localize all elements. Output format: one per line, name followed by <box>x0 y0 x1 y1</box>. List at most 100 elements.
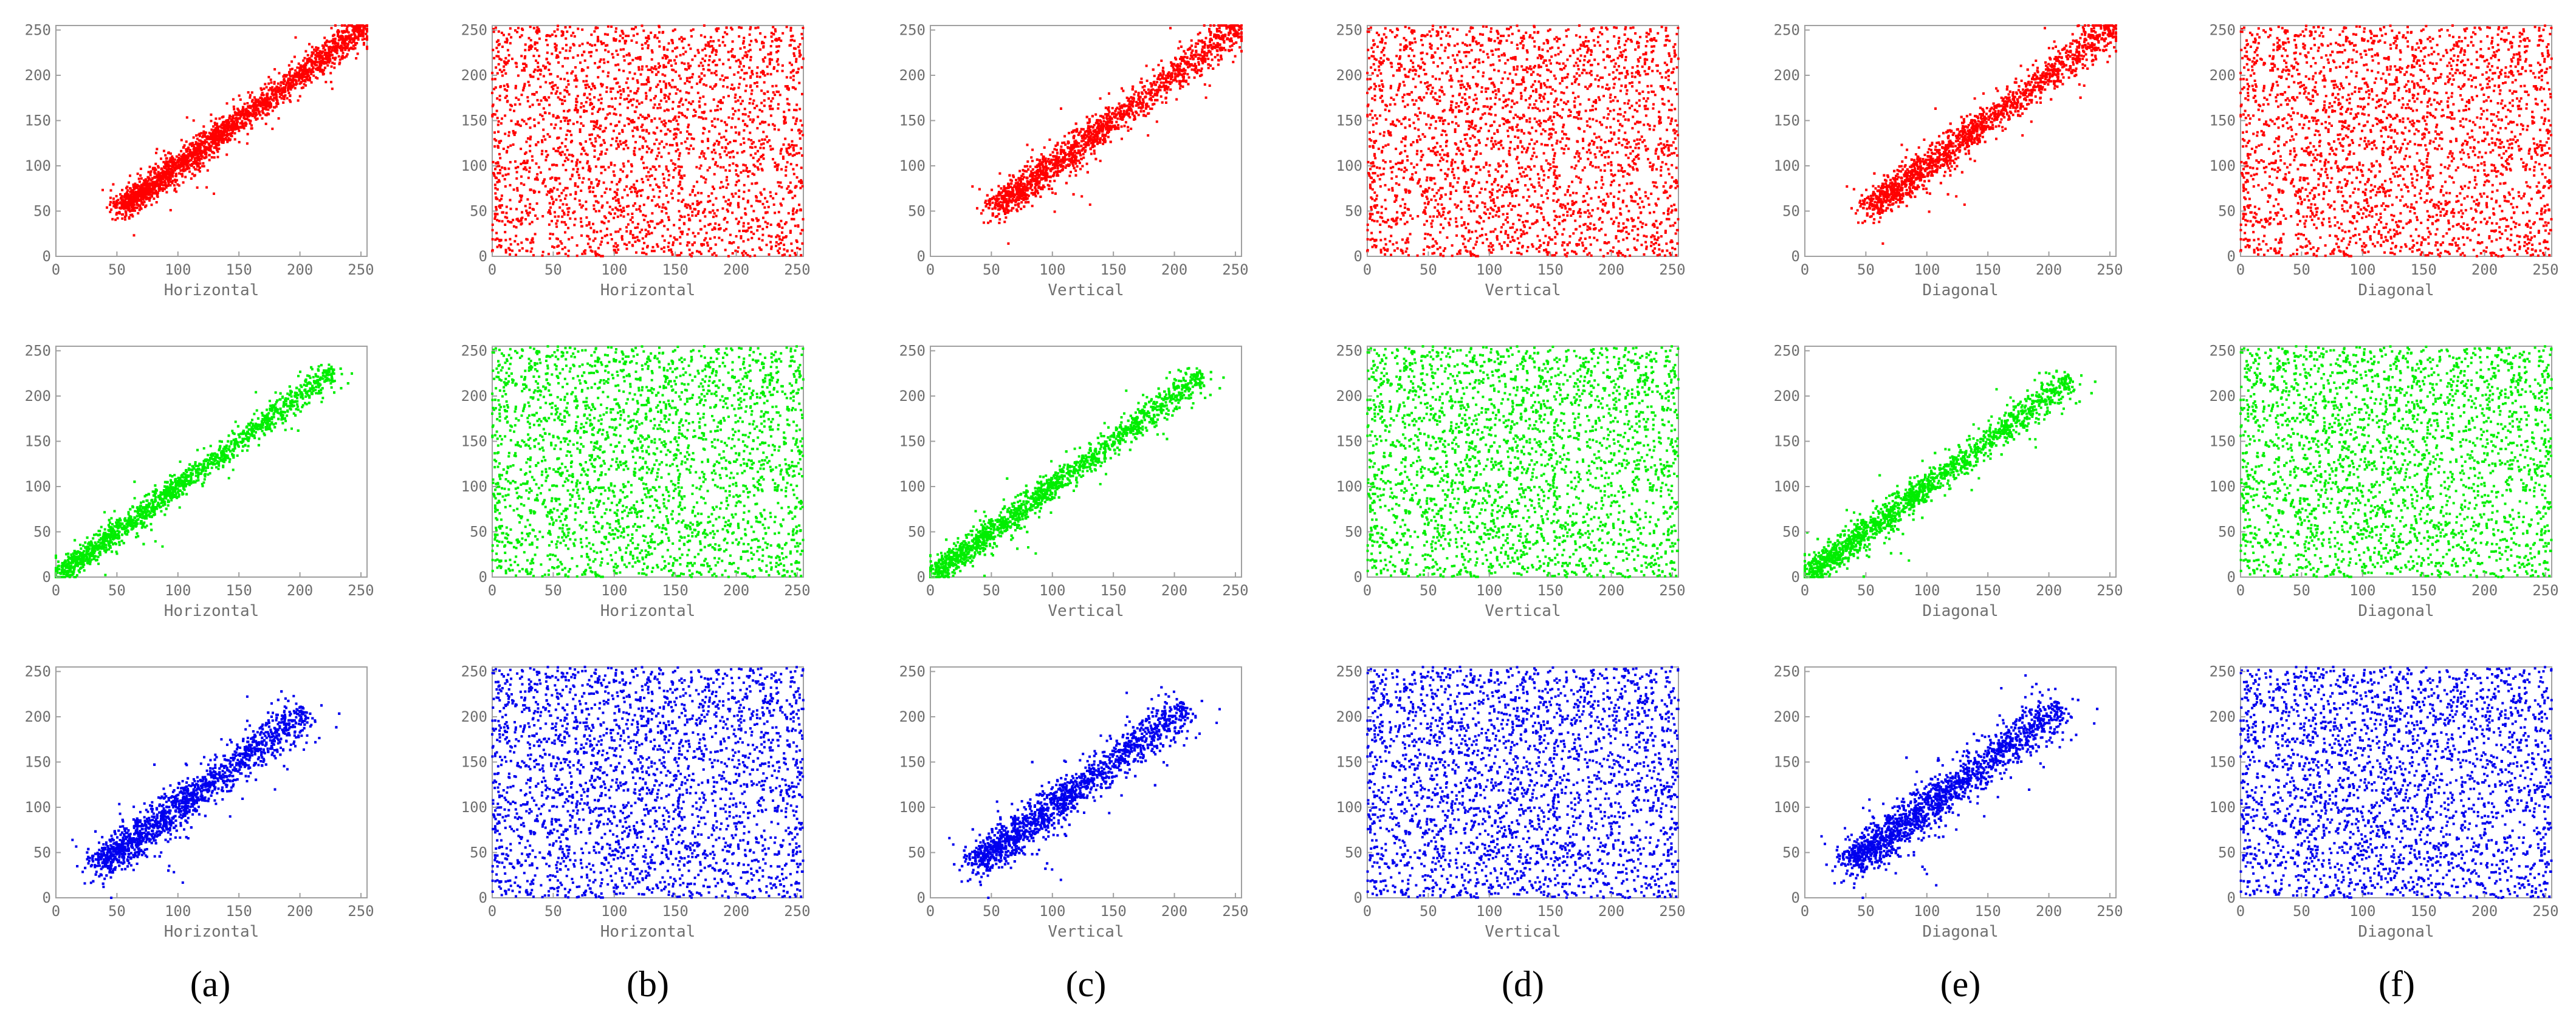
point <box>496 213 499 216</box>
point <box>222 131 225 134</box>
point <box>342 36 345 39</box>
point <box>629 219 632 221</box>
point <box>551 219 553 222</box>
point <box>596 35 599 38</box>
point <box>687 126 690 129</box>
point <box>761 153 764 156</box>
point <box>659 190 662 193</box>
point <box>702 132 705 135</box>
point <box>630 191 633 193</box>
point <box>633 126 636 129</box>
point <box>647 230 650 233</box>
point <box>289 68 292 71</box>
point <box>686 233 689 236</box>
point <box>725 228 728 231</box>
point <box>301 74 304 77</box>
point <box>174 180 177 183</box>
point <box>237 114 240 116</box>
point <box>585 224 588 227</box>
point <box>310 60 313 63</box>
point <box>629 90 632 93</box>
point <box>526 96 529 99</box>
point <box>605 86 608 89</box>
point <box>124 210 127 213</box>
point <box>616 188 619 191</box>
point <box>775 163 778 166</box>
point <box>136 203 139 206</box>
point <box>282 75 285 78</box>
point <box>141 195 144 198</box>
point <box>661 206 664 209</box>
point <box>607 220 610 223</box>
point <box>557 24 559 27</box>
point <box>210 141 213 143</box>
point <box>498 43 501 46</box>
point <box>755 217 758 220</box>
point <box>640 126 643 128</box>
point <box>241 120 244 123</box>
point <box>642 137 645 140</box>
point <box>517 166 520 169</box>
point <box>208 154 211 157</box>
point <box>261 92 264 95</box>
point <box>761 202 764 205</box>
point <box>252 109 255 112</box>
point <box>596 120 599 123</box>
point <box>227 129 230 132</box>
point <box>355 27 358 30</box>
point <box>500 70 503 74</box>
point <box>673 59 676 62</box>
point <box>655 138 658 141</box>
point <box>295 81 298 84</box>
point <box>525 210 528 212</box>
point <box>706 241 709 244</box>
point <box>679 77 682 80</box>
point <box>327 46 330 49</box>
point <box>749 28 752 30</box>
point <box>768 253 771 256</box>
point <box>284 90 287 93</box>
point <box>133 193 136 196</box>
point <box>689 144 692 147</box>
point <box>498 180 501 183</box>
point <box>667 42 670 45</box>
point <box>263 107 266 110</box>
point <box>234 123 237 126</box>
point <box>301 86 304 89</box>
point <box>614 113 617 116</box>
point <box>762 41 765 44</box>
x-axis-label: Horizontal <box>600 281 696 299</box>
point <box>638 208 641 211</box>
point <box>613 129 615 132</box>
point <box>610 180 613 183</box>
point <box>595 123 598 126</box>
point <box>217 131 220 134</box>
point <box>637 56 640 59</box>
point <box>619 143 622 146</box>
point <box>111 217 114 221</box>
point <box>566 91 569 94</box>
point <box>202 162 205 165</box>
point <box>203 134 206 137</box>
x-tick-label: 100 <box>165 261 191 278</box>
point <box>338 61 342 64</box>
point <box>698 75 701 78</box>
point <box>653 166 656 168</box>
point <box>646 245 649 247</box>
point <box>702 152 706 155</box>
point <box>714 49 717 52</box>
point <box>575 164 578 167</box>
point <box>336 46 339 49</box>
point <box>113 203 116 206</box>
point <box>738 189 741 192</box>
point <box>524 64 527 67</box>
point <box>287 87 290 90</box>
point <box>359 25 362 28</box>
point <box>766 65 769 68</box>
point <box>252 106 255 109</box>
point <box>132 197 136 200</box>
point <box>155 151 157 154</box>
point <box>523 160 526 163</box>
point <box>535 202 538 205</box>
point <box>674 132 677 135</box>
